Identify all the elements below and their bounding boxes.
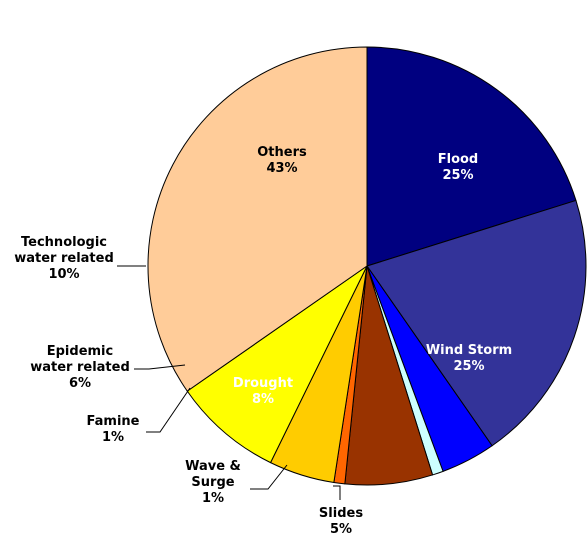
slice-label-line: 43% xyxy=(266,161,297,176)
slice-label-line: 6% xyxy=(69,376,91,391)
slice-label-line: Famine xyxy=(87,414,140,429)
slice-label-line: Others xyxy=(257,145,307,160)
slice-label-line: Technologic xyxy=(21,235,107,250)
slice-label-famine: Famine 1% xyxy=(87,414,140,445)
leader-line-famine xyxy=(146,387,191,433)
slice-label-line: 10% xyxy=(48,267,79,282)
label-leader-lines xyxy=(117,265,341,500)
slice-label-line: water related xyxy=(14,251,114,266)
slice-label-line: 25% xyxy=(453,359,484,374)
slice-label-technologic-water-related: Technologic water related 10% xyxy=(14,235,114,282)
slice-label-line: water related xyxy=(30,360,130,375)
slice-label-others: Others 43% xyxy=(257,145,307,176)
slice-label-line: Wave & xyxy=(185,459,241,474)
slice-label-line: Wind Storm xyxy=(426,343,512,358)
slice-label-line: 8% xyxy=(252,392,274,407)
slice-label-line: Slides xyxy=(319,506,363,521)
slice-label-wind-storm: Wind Storm 25% xyxy=(426,343,512,374)
slice-labels: Flood 25%Wind Storm 25%Slides 5%Wave & Surge… xyxy=(14,145,512,537)
pie-slice-others xyxy=(147,46,368,392)
pie-slice-technologic-water-related xyxy=(186,265,368,464)
slice-label-line: 5% xyxy=(330,522,352,536)
slice-label-wave-and-surge: Wave & Surge 1% xyxy=(185,459,241,506)
leader-line-slides xyxy=(333,485,341,500)
slice-label-line: Drought xyxy=(233,376,293,391)
slice-label-line: 25% xyxy=(442,168,473,183)
slice-label-slides: Slides 5% xyxy=(319,506,363,536)
slice-label-line: Epidemic xyxy=(47,344,113,359)
pie-slice-flood xyxy=(366,46,577,267)
slice-label-drought: Drought 8% xyxy=(233,376,293,407)
slice-label-line: Surge xyxy=(191,475,234,490)
slice-label-line: 1% xyxy=(102,430,124,445)
slice-label-line: 1% xyxy=(202,491,224,506)
leader-line-epidemic-water-related xyxy=(134,364,186,370)
pie-slices xyxy=(147,46,587,486)
slice-label-epidemic-water-related: Epidemic water related 6% xyxy=(30,344,130,391)
leader-line-wave-and-surge xyxy=(250,464,288,490)
slice-label-line: Flood xyxy=(438,152,479,167)
slice-label-flood: Flood 25% xyxy=(438,152,479,183)
pie-slice-wind-storm xyxy=(366,199,587,447)
